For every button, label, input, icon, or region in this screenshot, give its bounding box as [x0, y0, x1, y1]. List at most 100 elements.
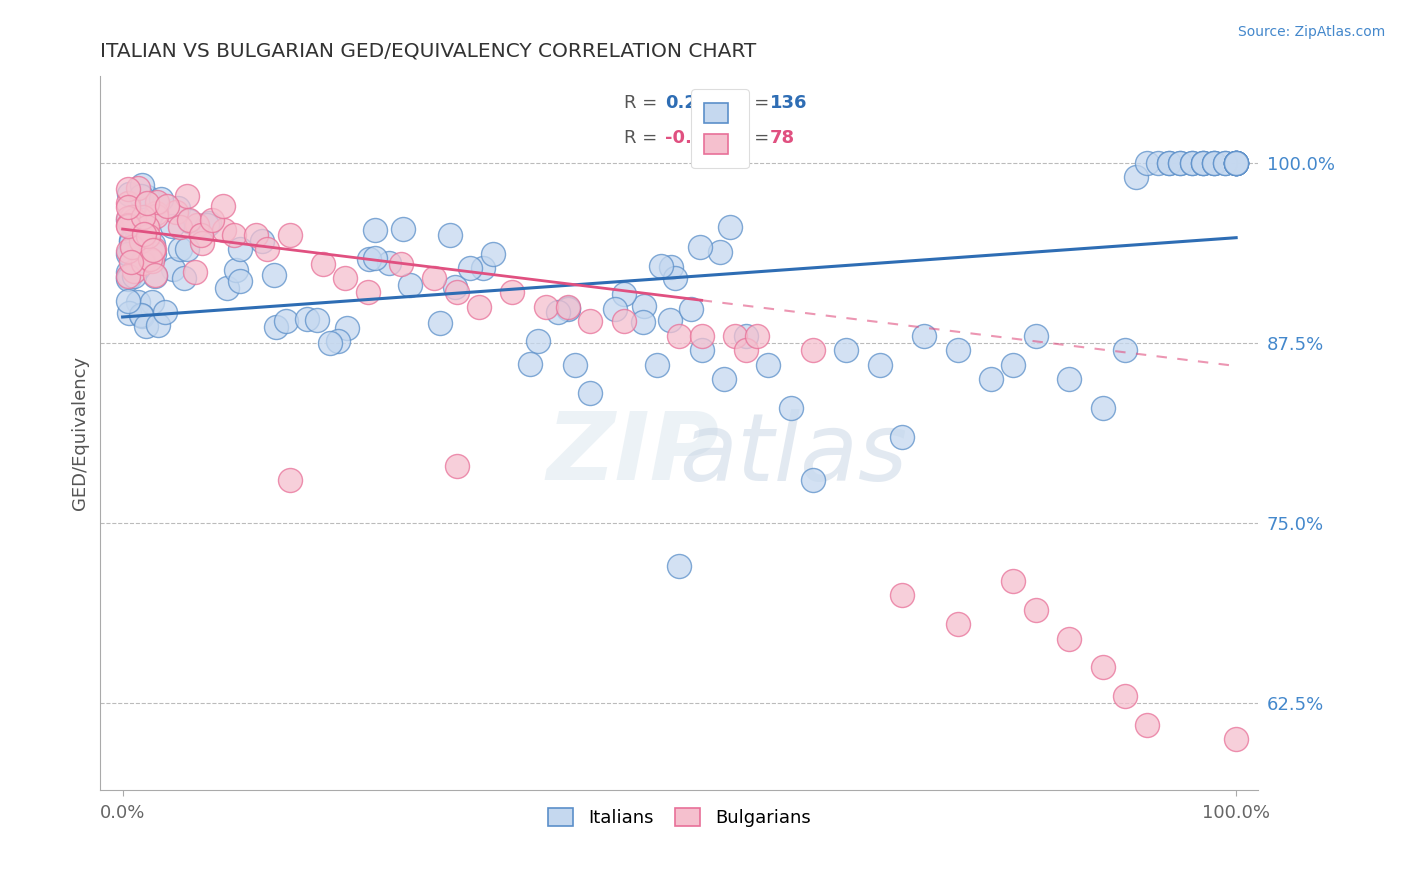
Point [263, 268, 285, 283]
Point [557, 301, 579, 316]
Point [1091, 401, 1114, 415]
Point [132, 227, 155, 242]
Point [127, 181, 149, 195]
Point [117, 196, 139, 211]
Point [146, 195, 169, 210]
Point [117, 218, 139, 232]
Point [136, 228, 159, 243]
Point [190, 227, 212, 242]
Point [1191, 155, 1213, 169]
Point [132, 210, 155, 224]
Point [149, 193, 172, 207]
Y-axis label: GED/Equivalency: GED/Equivalency [72, 356, 89, 510]
Point [1225, 155, 1247, 169]
Point [146, 318, 169, 333]
Point [1225, 155, 1247, 169]
Point [1170, 155, 1192, 169]
Point [519, 357, 541, 371]
Point [198, 216, 221, 230]
Point [129, 249, 152, 263]
Point [389, 257, 412, 271]
Text: N =: N = [735, 95, 769, 112]
Point [446, 458, 468, 473]
Point [135, 318, 157, 333]
Point [735, 328, 758, 343]
Point [891, 588, 914, 602]
Point [132, 231, 155, 245]
Point [131, 178, 153, 193]
Point [779, 401, 801, 415]
Point [668, 328, 690, 343]
Point [526, 334, 548, 348]
Point [121, 240, 143, 254]
Point [1002, 574, 1025, 588]
Point [364, 252, 387, 266]
Point [225, 262, 247, 277]
Point [117, 270, 139, 285]
Point [143, 268, 166, 283]
Point [690, 328, 713, 343]
Point [1147, 155, 1170, 169]
Point [132, 256, 155, 270]
Point [1225, 155, 1247, 169]
Point [129, 188, 152, 202]
Point [1225, 155, 1247, 169]
Point [134, 221, 156, 235]
Point [121, 216, 143, 230]
Point [121, 214, 143, 228]
Point [1202, 155, 1225, 169]
Point [1191, 155, 1213, 169]
Point [184, 265, 207, 279]
Point [501, 285, 523, 300]
Point [357, 252, 380, 266]
Point [120, 255, 142, 269]
Point [446, 285, 468, 300]
Point [173, 271, 195, 285]
Point [1225, 155, 1247, 169]
Point [735, 343, 758, 358]
Text: 0.234: 0.234 [665, 95, 723, 112]
Point [117, 265, 139, 279]
Point [132, 253, 155, 268]
Point [891, 430, 914, 444]
Point [136, 190, 159, 204]
Point [120, 235, 142, 249]
Point [1025, 328, 1047, 343]
Point [117, 211, 139, 225]
Point [1202, 155, 1225, 169]
Point [1225, 732, 1247, 747]
Point [336, 321, 359, 335]
Text: R =: R = [624, 95, 657, 112]
Point [679, 301, 702, 316]
Text: ZIP: ZIP [546, 409, 718, 500]
Point [145, 206, 167, 220]
Point [195, 219, 218, 233]
Point [801, 473, 824, 487]
Point [1191, 155, 1213, 169]
Point [398, 278, 420, 293]
Point [557, 300, 579, 314]
Point [869, 358, 891, 372]
Point [278, 227, 301, 242]
Point [912, 328, 935, 343]
Point [564, 358, 586, 372]
Point [141, 254, 163, 268]
Point [131, 309, 153, 323]
Point [429, 316, 451, 330]
Text: ITALIAN VS BULGARIAN GED/EQUIVALENCY CORRELATION CHART: ITALIAN VS BULGARIAN GED/EQUIVALENCY COR… [100, 42, 756, 61]
Point [120, 247, 142, 261]
Point [724, 328, 747, 343]
Text: Source: ZipAtlas.com: Source: ZipAtlas.com [1237, 25, 1385, 39]
Point [377, 256, 399, 270]
Point [127, 260, 149, 275]
Point [118, 268, 141, 283]
Point [129, 308, 152, 322]
Point [713, 372, 735, 386]
Point [534, 300, 557, 314]
Point [1114, 689, 1136, 703]
Point [162, 262, 184, 277]
Point [631, 315, 654, 329]
Point [117, 244, 139, 258]
Point [142, 244, 165, 258]
Point [117, 306, 139, 320]
